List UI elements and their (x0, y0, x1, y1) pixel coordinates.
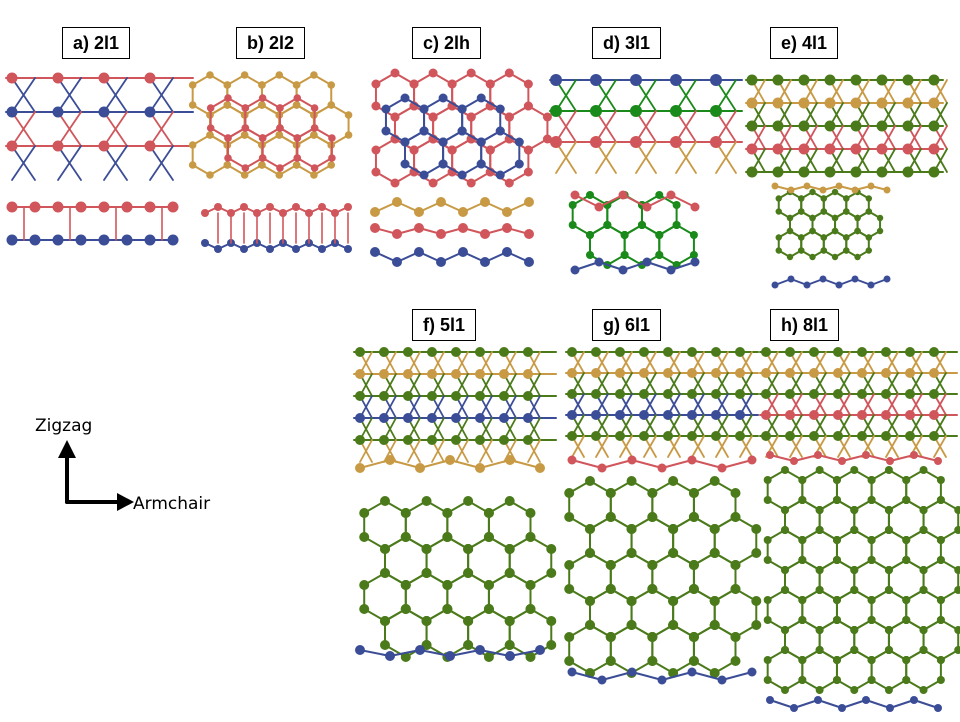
structure-4l1 (745, 74, 948, 289)
armchair-axis-label: Armchair (133, 494, 211, 514)
panel-label-d: d) 3l1 (592, 27, 662, 59)
axis-arrows (58, 440, 134, 511)
zigzag-axis-label: Zigzag (35, 416, 93, 436)
panel-label-g: g) 6l1 (592, 309, 662, 341)
structure-5l1 (353, 347, 557, 662)
structure-6l1 (564, 347, 762, 685)
panel-label-h: h) 8l1 (770, 309, 840, 341)
structure-2lh (370, 68, 552, 267)
structure-3l1 (549, 74, 743, 275)
panel-label-c: c) 2lh (412, 27, 482, 59)
structure-2l2 (188, 71, 353, 253)
panel-label-e: e) 4l1 (770, 27, 839, 59)
structure-2l1 (5, 72, 194, 246)
structure-8l1 (759, 347, 960, 712)
panel-label-f: f) 5l1 (412, 309, 477, 341)
panel-label-b: b) 2l2 (236, 27, 306, 59)
panel-label-a: a) 2l1 (62, 27, 131, 59)
